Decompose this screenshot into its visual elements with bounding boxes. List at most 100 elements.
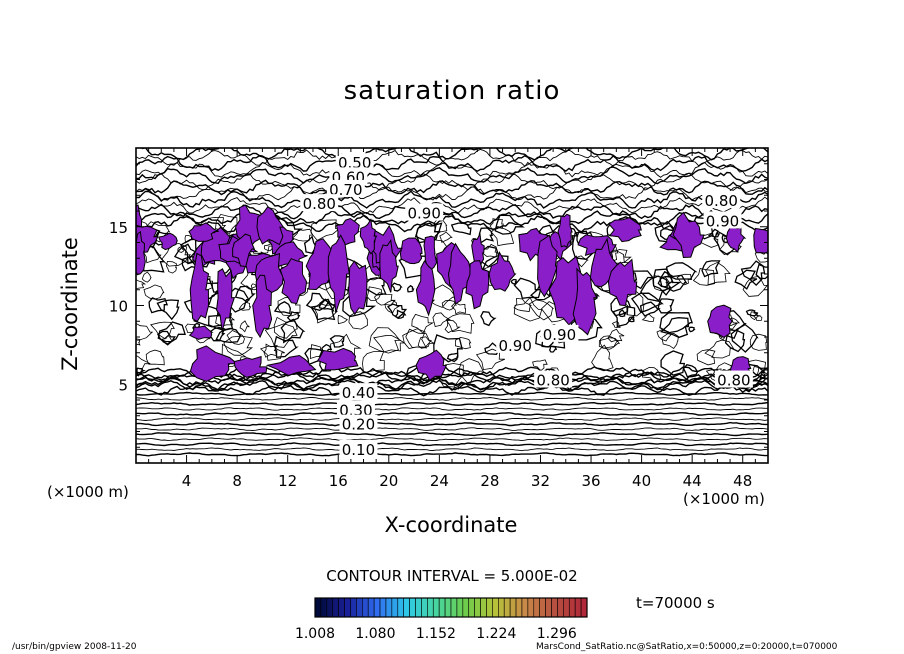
contour-line: [490, 226, 515, 247]
contour-line: [414, 222, 443, 246]
contour-label-bg: [702, 190, 741, 208]
contour-line: [273, 301, 291, 315]
contour-line: [438, 363, 465, 388]
supersaturated-region: [415, 349, 448, 382]
colorbar-swatch: [415, 597, 422, 618]
supersaturated-region: [157, 232, 179, 251]
contour-label-bg: [540, 324, 579, 342]
colorbar-frame: [314, 597, 588, 618]
contour-line: [136, 322, 154, 341]
supersaturated-region: [232, 233, 256, 268]
contour-line: [591, 344, 614, 372]
colorbar-swatch: [468, 597, 475, 618]
x-tick-label: 32: [531, 472, 550, 490]
supersaturated-region: [279, 258, 308, 305]
colorbar-swatch: [486, 597, 493, 618]
contour-line: [696, 349, 716, 366]
contour-line: [454, 336, 472, 350]
colorbar-swatch: [498, 597, 505, 618]
contour-line: [528, 299, 555, 321]
supersaturated-region: [488, 251, 517, 292]
contour-line: [407, 284, 415, 293]
contour-line: [136, 379, 768, 394]
contour-line: [318, 298, 337, 311]
supersaturated-region: [233, 355, 268, 378]
x-tick-label: 48: [733, 472, 752, 490]
contour-line: [446, 352, 459, 363]
y-tick-label: 10: [109, 298, 128, 316]
contour-line: [286, 311, 301, 322]
colorbar-swatch: [521, 597, 529, 618]
supersaturated-region: [327, 234, 350, 314]
colorbar-tick-label: 1.224: [476, 626, 516, 642]
contour-line: [226, 330, 245, 345]
colorbar-swatch: [527, 597, 535, 618]
colorbar: 1.008 1.080 1.152 1.224 1.296: [295, 597, 588, 642]
supersaturated-region: [189, 345, 239, 382]
contour-line: [411, 313, 435, 334]
contour-line: [136, 367, 146, 376]
colorbar-swatch: [563, 597, 570, 618]
contour-line: [598, 337, 621, 350]
contour-label: 0.20: [342, 416, 375, 434]
contour-label: 0.80: [717, 372, 750, 390]
contour-line: [374, 292, 396, 306]
contour-line: [513, 277, 542, 300]
contour-label: 0.80: [303, 195, 336, 213]
contour-label-bg: [714, 370, 753, 388]
contour-line: [145, 349, 165, 366]
contour-labels: 0.500.600.700.800.900.800.900.900.900.80…: [300, 153, 753, 459]
contour-line: [136, 442, 768, 447]
contour-label-bg: [339, 383, 378, 401]
colorbar-tick-label: 1.296: [537, 626, 577, 642]
colorbar-swatch: [515, 597, 523, 618]
contour-line: [724, 329, 746, 353]
colorbar-swatch: [320, 597, 328, 618]
colorbar-swatch: [332, 597, 339, 618]
contour-line: [215, 213, 238, 235]
contour-line: [661, 332, 679, 350]
y-axis-label: Z-coordinate: [58, 237, 82, 371]
contour-line: [150, 321, 175, 340]
contour-label-bg: [300, 194, 339, 212]
contour-label: 0.90: [706, 212, 739, 230]
supersaturated-region: [557, 213, 573, 248]
supersaturated-region: [608, 217, 642, 243]
colorbar-swatch: [379, 597, 387, 618]
colorbar-swatch: [580, 597, 588, 618]
contour-line: [136, 166, 768, 185]
contour-line: [665, 262, 698, 280]
contour-line: [657, 298, 675, 314]
contour-line: [156, 299, 180, 321]
x-axis-ticks: 4 8 12 16 20 24 28 32 36 40 44 48: [148, 148, 756, 490]
x-unit-label-left: (×1000 m): [47, 483, 129, 501]
supersaturated-region: [607, 258, 638, 307]
colorbar-tick-label: 1.008: [295, 626, 335, 642]
contour-line: [305, 292, 330, 311]
colorbar-swatch: [492, 597, 499, 618]
contour-line: [705, 261, 731, 286]
contour-line: [405, 328, 432, 348]
time-label: t=70000 s: [636, 594, 715, 612]
contour-line: [136, 373, 768, 388]
x-tick-label: 16: [329, 472, 348, 490]
colorbar-swatch: [350, 597, 357, 618]
contour-line: [704, 339, 735, 359]
colorbar-swatch: [391, 597, 399, 618]
colorbar-swatch: [474, 597, 481, 618]
contour-line: [630, 292, 664, 314]
contour-line: [494, 214, 525, 235]
contour-label-bg: [336, 400, 375, 418]
contour-line: [749, 333, 768, 351]
contour-line: [373, 334, 406, 353]
contour-interval-label: CONTOUR INTERVAL = 5.000E-02: [326, 567, 578, 585]
x-tick-label: 40: [632, 472, 651, 490]
contour-line: [136, 452, 768, 457]
colorbar-swatch: [456, 597, 464, 618]
colorbar-swatch: [539, 597, 546, 618]
contour-line: [310, 298, 336, 321]
contour-label-bg: [496, 335, 535, 353]
colorbar-swatch: [444, 597, 452, 618]
contour-line: [136, 431, 768, 437]
